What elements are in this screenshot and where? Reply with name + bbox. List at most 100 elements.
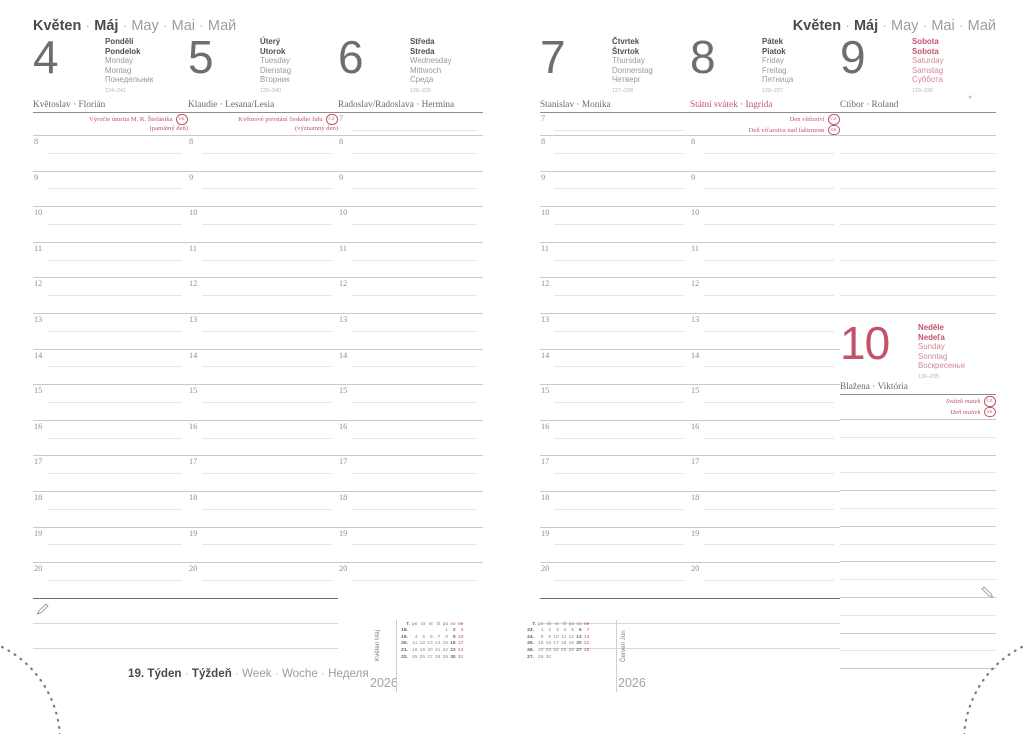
mini-day-cell[interactable]	[575, 655, 583, 662]
mini-day-cell[interactable]: 2	[452, 627, 456, 633]
mini-day-cell[interactable]: 24	[553, 648, 559, 654]
mini-day-cell[interactable]: 13	[576, 634, 582, 640]
hour-row[interactable]: 10	[188, 206, 338, 242]
mini-day-cell[interactable]: 17	[457, 641, 464, 647]
mini-day-cell[interactable]: 2	[548, 627, 552, 633]
hour-row[interactable]: 10	[540, 206, 690, 242]
hour-row[interactable]: 16	[690, 419, 840, 456]
hour-row[interactable]: 9	[540, 170, 690, 207]
mini-day-cell[interactable]: 4	[414, 634, 418, 640]
hour-row[interactable]: 8	[188, 135, 338, 171]
mini-day-cell[interactable]: 7	[586, 627, 590, 633]
hour-row[interactable]: 20	[540, 562, 690, 598]
hour-row[interactable]: 19	[33, 526, 188, 563]
hour-row[interactable]: 9	[188, 170, 338, 207]
hour-row[interactable]: 12	[33, 277, 188, 313]
hour-row[interactable]: 9	[338, 170, 483, 207]
hour-row[interactable]: 9	[690, 170, 840, 207]
hour-row[interactable]: 18	[540, 490, 690, 527]
mini-day-cell[interactable]: 16	[450, 641, 456, 647]
day-column-wednesday[interactable]: 6 Středa Streda Wednesday Mittwoch Среда…	[338, 31, 483, 598]
hour-row[interactable]: 15	[188, 384, 338, 420]
day-column-tuesday[interactable]: 5 Úterý Utorok Tuesday Dienstag Вторник …	[188, 31, 338, 658]
mini-day-cell[interactable]: 22	[442, 648, 449, 654]
mini-day-cell[interactable]: 4	[563, 627, 567, 633]
mini-day-cell[interactable]: 11	[412, 641, 418, 647]
hour-row[interactable]: 20	[33, 562, 188, 598]
mini-day-cell[interactable]: 13	[427, 641, 433, 647]
hour-row[interactable]: 10	[338, 206, 483, 242]
hour-grid[interactable]: 8 9 10 11 12 13 14 15 16 17 18 19 20	[33, 135, 188, 598]
hour-row[interactable]: 18	[690, 490, 840, 527]
mini-day-cell[interactable]: 19	[568, 641, 575, 647]
mini-day-cell[interactable]: 18	[412, 648, 418, 654]
hour-row[interactable]: 12	[188, 277, 338, 313]
mini-day-cell[interactable]: 6	[430, 634, 433, 640]
day-column-thursday[interactable]: 7 Čtvrtek Štvrtok Thursday Donnerstag Че…	[540, 31, 690, 658]
hour-row[interactable]: 11	[690, 241, 840, 278]
hour-row[interactable]: 13	[540, 312, 690, 349]
hour-row[interactable]: 8	[690, 135, 840, 171]
hour-row[interactable]: 17	[188, 455, 338, 491]
hour-row[interactable]: 18	[188, 490, 338, 527]
mini-day-cell[interactable]	[426, 628, 434, 635]
hour-row[interactable]: 10	[33, 206, 188, 242]
hour-row[interactable]: 15	[33, 384, 188, 420]
hour-row[interactable]: 16	[33, 419, 188, 456]
mini-day-cell[interactable]: 28	[434, 654, 441, 660]
saturday-lines[interactable]	[840, 135, 996, 331]
mini-day-cell[interactable]: 11	[561, 634, 567, 640]
mini-day-cell[interactable]	[560, 655, 568, 662]
mini-day-cell[interactable]: 17	[553, 641, 559, 647]
hour-row[interactable]: 20	[188, 562, 338, 598]
mini-day-cell[interactable]: 9	[452, 634, 456, 640]
hour-row[interactable]: 15	[338, 384, 483, 420]
notes-area[interactable]	[690, 597, 840, 658]
hour-row[interactable]: 13	[338, 312, 483, 349]
hour-row[interactable]: 18	[33, 490, 188, 527]
hour-row[interactable]: 10	[690, 206, 840, 242]
mini-day-cell[interactable]: 24	[457, 648, 464, 654]
mini-day-cell[interactable]: 26	[419, 654, 426, 660]
mini-day-cell[interactable]: 10	[457, 634, 464, 640]
mini-calendar-grid[interactable]: T. po út st čt pá so ne 18. 1 2 3 19. 4 5 6 7 8 9 10 20. 11 12…	[400, 621, 464, 662]
mini-day-cell[interactable]: 25	[412, 654, 418, 660]
hour-row[interactable]: 13	[33, 312, 188, 349]
mini-day-cell[interactable]: 14	[583, 634, 590, 640]
mini-day-cell[interactable]: 3	[460, 627, 464, 633]
hour-row[interactable]: 8	[338, 135, 483, 171]
hour-row[interactable]: 11	[338, 241, 483, 278]
mini-day-cell[interactable]: 23	[450, 648, 456, 654]
notes-area[interactable]	[540, 597, 690, 658]
hour-row[interactable]: 18	[338, 490, 483, 527]
mini-day-cell[interactable]: 29	[538, 654, 544, 660]
mini-day-cell[interactable]: 22	[538, 648, 544, 654]
mini-day-cell[interactable]: 20	[576, 641, 582, 647]
hour-row[interactable]: 19	[188, 526, 338, 563]
mini-day-cell[interactable]: 21	[434, 648, 441, 654]
hour-row[interactable]: 16	[338, 419, 483, 456]
mini-day-cell[interactable]: 25	[560, 648, 567, 654]
hour-row[interactable]: 14	[33, 348, 188, 385]
mini-day-cell[interactable]: 16	[545, 641, 552, 647]
day-column-friday[interactable]: 8 Pátek Piatok Friday Freitag Пятница 12…	[690, 31, 840, 658]
mini-day-cell[interactable]	[419, 628, 427, 635]
hour-row[interactable]: 17	[33, 455, 188, 491]
day-column-sunday[interactable]: 10 Neděle Nedeľa Sunday Sonntag Воскресе…	[840, 317, 996, 686]
hour-row[interactable]: 14	[188, 348, 338, 385]
hour-row[interactable]: 19	[690, 526, 840, 563]
mini-day-cell[interactable]: 23	[545, 648, 552, 654]
hour-row[interactable]: 14	[338, 348, 483, 385]
hour-row[interactable]: 8	[540, 135, 690, 171]
hour-row[interactable]: 12	[338, 277, 483, 313]
notes-area[interactable]	[33, 597, 188, 658]
day-column-monday[interactable]: 4 Pondělí Pondelok Monday Montag Понедел…	[33, 31, 188, 658]
hour-row[interactable]: 19	[540, 526, 690, 563]
hour-row[interactable]: 13	[188, 312, 338, 349]
hour-row[interactable]: 13	[690, 312, 840, 349]
mini-day-cell[interactable]: 9	[548, 634, 552, 640]
mini-day-cell[interactable]: 30	[545, 654, 552, 660]
mini-day-cell[interactable]: 14	[434, 641, 441, 647]
mini-day-cell[interactable]: 7	[437, 634, 441, 640]
hour-grid[interactable]: 8 9 10 11 12 13 14 15 16 17 18 19 20	[540, 135, 690, 598]
